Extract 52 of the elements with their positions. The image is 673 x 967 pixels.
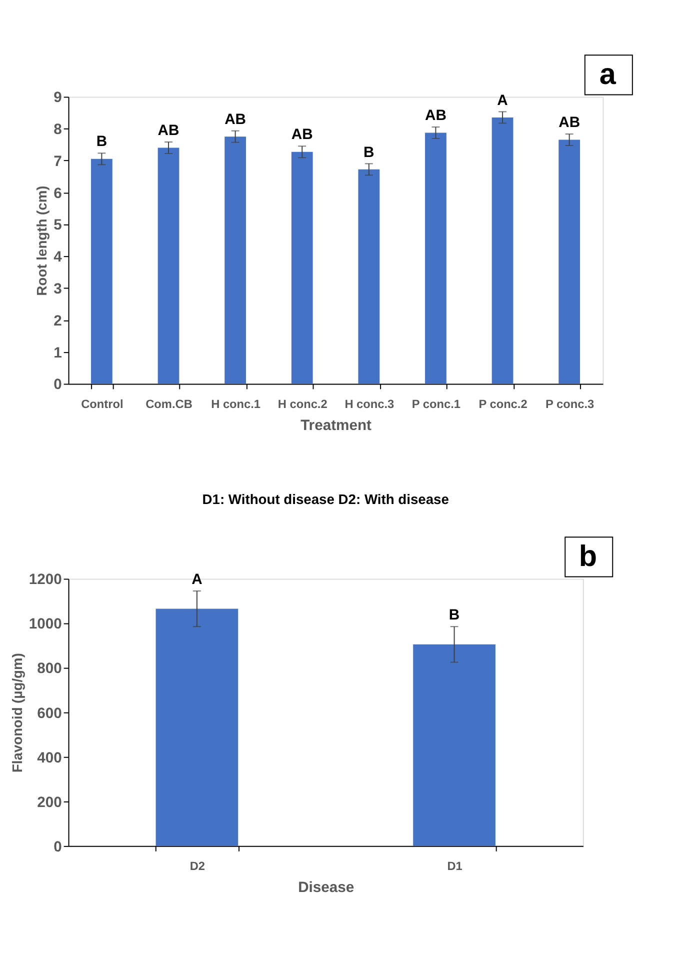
y-tick-label: 200	[37, 794, 62, 811]
y-tick-label: 2	[54, 313, 62, 330]
x-tick-label: D1	[447, 859, 463, 874]
x-tick-label: P conc.2	[478, 396, 528, 411]
annotation: B	[364, 144, 375, 161]
y-tick-label: 5	[54, 218, 62, 234]
y-tick-label: 600	[37, 706, 62, 722]
y-tick-label: 1200	[28, 572, 62, 588]
y-tick-label: 0	[54, 377, 62, 394]
bar	[425, 132, 446, 384]
bar	[158, 148, 180, 384]
annotation: AB	[558, 115, 580, 132]
y-tick-label: 9	[54, 90, 62, 106]
y-tick-label: 4	[54, 250, 63, 266]
x-tick-label: H conc.3	[344, 396, 395, 411]
x-axis-title: Treatment	[300, 418, 372, 434]
y-tick-label: 6	[54, 186, 62, 202]
x-tick-label: P conc.1	[412, 396, 461, 411]
annotation: AB	[291, 127, 314, 144]
x-tick-label: H conc.1	[211, 396, 261, 411]
y-tick-label: 400	[37, 750, 62, 766]
x-tick-label: D2	[190, 859, 206, 874]
annotation: AB	[425, 108, 447, 124]
y-tick-label: 7	[54, 154, 62, 170]
y-axis-title: Flavonoid (µg/gm)	[8, 653, 25, 773]
bar	[492, 117, 514, 384]
bar	[291, 152, 313, 384]
annotation: A	[192, 572, 203, 588]
annotation: B	[96, 134, 108, 150]
annotation: AB	[224, 112, 246, 128]
y-tick-label: 800	[37, 661, 62, 678]
bar	[224, 136, 246, 384]
bar	[358, 169, 380, 384]
y-tick-label: 1000	[28, 616, 62, 633]
x-tick-label: Com.CB	[146, 396, 193, 411]
y-tick-label: 3	[54, 282, 62, 298]
text: a	[599, 58, 616, 91]
y-tick-label: 0	[54, 839, 62, 856]
annotation: A	[497, 92, 508, 109]
annotation: B	[448, 608, 460, 624]
chart-title: D1: Without disease D2: With disease	[202, 490, 450, 507]
x-axis-title: Disease	[298, 880, 354, 896]
bar	[91, 158, 112, 384]
y-axis-title: Root length (cm)	[34, 186, 50, 296]
y-tick-label: 1	[54, 345, 62, 362]
x-tick-label: Control	[81, 396, 124, 411]
bar	[558, 140, 580, 384]
text: b	[578, 540, 597, 573]
y-tick-label: 8	[54, 122, 62, 138]
x-tick-label: P conc.3	[546, 396, 595, 411]
x-tick-label: H conc.2	[278, 396, 328, 411]
annotation: AB	[158, 123, 180, 140]
